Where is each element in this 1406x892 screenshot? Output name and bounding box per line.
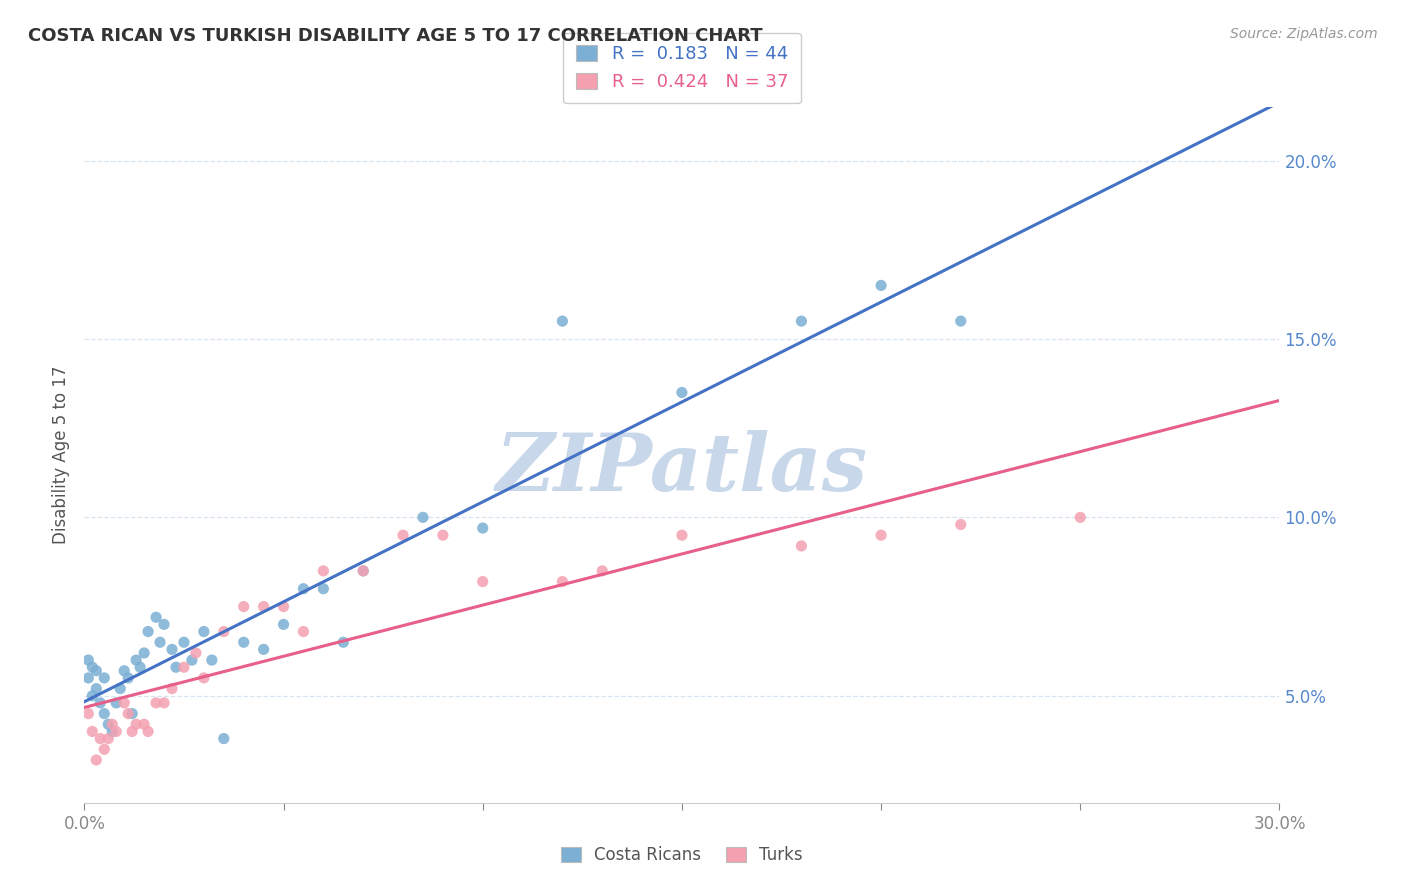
- Text: ZIPatlas: ZIPatlas: [496, 430, 868, 508]
- Text: Source: ZipAtlas.com: Source: ZipAtlas.com: [1230, 27, 1378, 41]
- Point: [77, 671, 100, 685]
- Point: [160, 642, 183, 657]
- Point: [870, 528, 893, 542]
- Point: [193, 624, 215, 639]
- Point: [949, 314, 972, 328]
- Point: [105, 724, 128, 739]
- Point: [471, 521, 494, 535]
- Point: [93, 671, 115, 685]
- Point: [129, 660, 152, 674]
- Point: [105, 696, 128, 710]
- Point: [110, 681, 132, 696]
- Point: [412, 510, 434, 524]
- Point: [101, 724, 124, 739]
- Point: [82, 660, 104, 674]
- Point: [332, 635, 354, 649]
- Point: [112, 696, 135, 710]
- Point: [121, 706, 143, 721]
- Point: [165, 660, 187, 674]
- Point: [149, 635, 172, 649]
- Point: [136, 724, 159, 739]
- Legend: Costa Ricans, Turks: Costa Ricans, Turks: [554, 839, 810, 871]
- Point: [671, 385, 693, 400]
- Point: [352, 564, 374, 578]
- Point: [212, 731, 235, 746]
- Point: [232, 635, 254, 649]
- Point: [253, 599, 276, 614]
- Point: [86, 664, 108, 678]
- Point: [117, 706, 139, 721]
- Point: [201, 653, 224, 667]
- Point: [591, 564, 613, 578]
- Point: [292, 582, 315, 596]
- Point: [121, 724, 143, 739]
- Point: [132, 646, 156, 660]
- Point: [77, 653, 100, 667]
- Point: [193, 671, 215, 685]
- Point: [89, 731, 111, 746]
- Point: [153, 696, 176, 710]
- Point: [93, 742, 115, 756]
- Point: [173, 635, 195, 649]
- Y-axis label: Disability Age 5 to 17: Disability Age 5 to 17: [52, 366, 70, 544]
- Point: [471, 574, 494, 589]
- Point: [112, 664, 135, 678]
- Point: [93, 706, 115, 721]
- Point: [89, 696, 111, 710]
- Point: [101, 717, 124, 731]
- Point: [273, 599, 295, 614]
- Point: [312, 564, 335, 578]
- Point: [212, 624, 235, 639]
- Point: [551, 574, 574, 589]
- Point: [173, 660, 195, 674]
- Point: [352, 564, 374, 578]
- Point: [82, 689, 104, 703]
- Point: [184, 646, 207, 660]
- Point: [292, 624, 315, 639]
- Point: [145, 696, 167, 710]
- Point: [432, 528, 454, 542]
- Point: [790, 314, 813, 328]
- Point: [392, 528, 415, 542]
- Point: [97, 717, 120, 731]
- Point: [117, 671, 139, 685]
- Point: [253, 642, 276, 657]
- Point: [97, 731, 120, 746]
- Point: [790, 539, 813, 553]
- Point: [86, 753, 108, 767]
- Point: [1069, 510, 1091, 524]
- Point: [312, 582, 335, 596]
- Point: [232, 599, 254, 614]
- Point: [870, 278, 893, 293]
- Point: [136, 624, 159, 639]
- Point: [125, 653, 148, 667]
- Point: [551, 314, 574, 328]
- Point: [671, 528, 693, 542]
- Point: [153, 617, 176, 632]
- Point: [82, 724, 104, 739]
- Point: [160, 681, 183, 696]
- Point: [273, 617, 295, 632]
- Text: COSTA RICAN VS TURKISH DISABILITY AGE 5 TO 17 CORRELATION CHART: COSTA RICAN VS TURKISH DISABILITY AGE 5 …: [28, 27, 762, 45]
- Point: [181, 653, 204, 667]
- Point: [145, 610, 167, 624]
- Point: [77, 706, 100, 721]
- Point: [949, 517, 972, 532]
- Point: [125, 717, 148, 731]
- Point: [132, 717, 156, 731]
- Point: [86, 681, 108, 696]
